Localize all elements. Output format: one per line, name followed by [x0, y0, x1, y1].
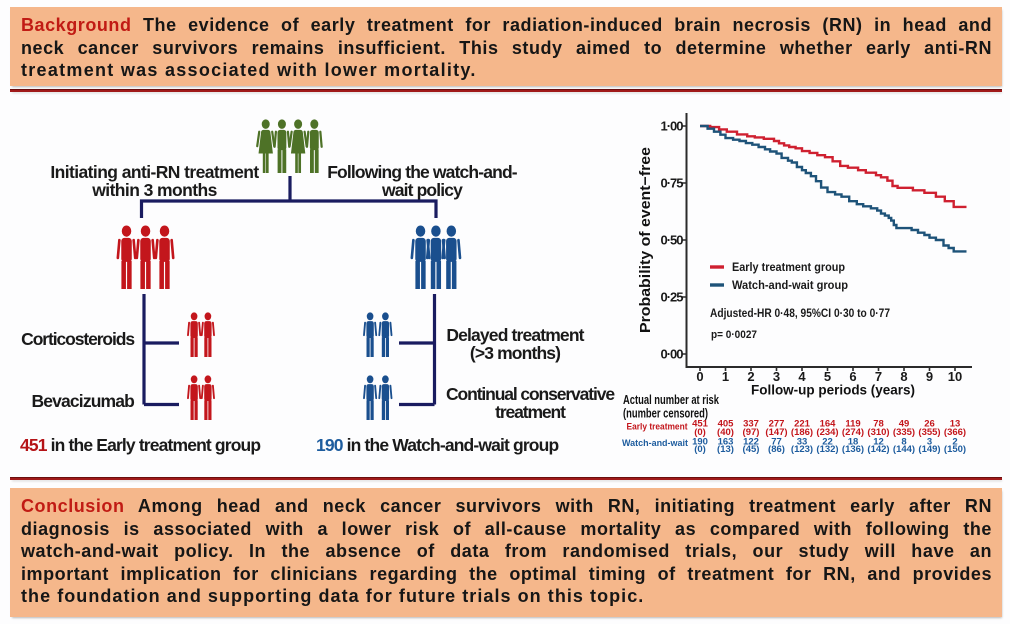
- svg-text:221: 221: [794, 419, 811, 430]
- svg-text:6: 6: [849, 369, 856, 384]
- svg-text:12: 12: [873, 437, 884, 448]
- svg-text:Adjusted-HR 0·48, 95%CI 0·30 t: Adjusted-HR 0·48, 95%CI 0·30 to 0·77: [710, 308, 890, 320]
- svg-text:(0): (0): [694, 427, 706, 438]
- svg-text:4: 4: [798, 369, 806, 384]
- svg-text:164: 164: [820, 419, 837, 430]
- svg-text:(234): (234): [816, 427, 838, 438]
- svg-text:(186): (186): [791, 427, 813, 438]
- svg-text:0: 0: [696, 369, 703, 384]
- svg-text:78: 78: [873, 419, 884, 430]
- svg-text:Actual number at risk: Actual number at risk: [623, 393, 719, 407]
- svg-text:405: 405: [718, 419, 735, 430]
- svg-text:(142): (142): [867, 444, 889, 455]
- svg-text:8: 8: [901, 437, 906, 448]
- svg-text:(149): (149): [918, 444, 940, 455]
- svg-text:Watch-and-wait group: Watch-and-wait group: [732, 280, 848, 292]
- svg-text:10: 10: [948, 369, 962, 384]
- svg-text:8: 8: [900, 369, 907, 384]
- svg-text:(number censored): (number censored): [623, 407, 708, 421]
- svg-text:122: 122: [743, 437, 759, 448]
- svg-text:(0): (0): [694, 444, 706, 455]
- svg-text:(274): (274): [842, 427, 864, 438]
- svg-text:119: 119: [845, 419, 860, 430]
- svg-text:18: 18: [848, 437, 859, 448]
- svg-text:(310): (310): [867, 427, 889, 438]
- svg-text:7: 7: [875, 369, 882, 384]
- svg-text:77: 77: [771, 437, 782, 448]
- svg-text:Probability of event−free: Probability of event−free: [638, 147, 654, 333]
- svg-text:337: 337: [743, 419, 759, 430]
- svg-text:1: 1: [722, 369, 729, 384]
- svg-text:p= 0·0027: p= 0·0027: [711, 329, 757, 341]
- svg-text:5: 5: [824, 369, 831, 384]
- svg-text:0·00: 0·00: [661, 347, 684, 362]
- svg-text:163: 163: [718, 437, 734, 448]
- svg-text:2: 2: [747, 369, 754, 384]
- svg-text:(40): (40): [717, 427, 734, 438]
- svg-text:(150): (150): [944, 444, 966, 455]
- svg-text:(45): (45): [743, 444, 760, 455]
- svg-text:Follow-up periods (years): Follow-up periods (years): [751, 382, 915, 398]
- svg-text:451: 451: [692, 419, 709, 430]
- svg-text:(335): (335): [893, 427, 915, 438]
- svg-text:(144): (144): [893, 444, 915, 455]
- svg-text:13: 13: [950, 419, 961, 430]
- svg-text:3: 3: [773, 369, 780, 384]
- svg-text:26: 26: [924, 419, 935, 430]
- svg-text:(136): (136): [842, 444, 864, 455]
- svg-text:277: 277: [769, 419, 785, 430]
- svg-text:0·75: 0·75: [661, 176, 684, 191]
- svg-text:Early treatment: Early treatment: [627, 422, 688, 432]
- svg-text:0·25: 0·25: [661, 290, 684, 305]
- svg-text:33: 33: [797, 437, 808, 448]
- svg-text:Watch-and-wait: Watch-and-wait: [622, 438, 688, 448]
- svg-text:(86): (86): [768, 444, 785, 455]
- svg-text:2: 2: [952, 437, 957, 448]
- svg-text:(13): (13): [717, 444, 734, 455]
- svg-text:3: 3: [927, 437, 932, 448]
- svg-text:190: 190: [692, 437, 708, 448]
- svg-text:0·50: 0·50: [661, 233, 684, 248]
- svg-text:1·00: 1·00: [661, 119, 684, 134]
- svg-text:9: 9: [926, 369, 933, 384]
- svg-text:22: 22: [822, 437, 833, 448]
- svg-text:49: 49: [899, 419, 910, 430]
- svg-text:(123): (123): [791, 444, 813, 455]
- svg-text:(97): (97): [743, 427, 760, 438]
- svg-text:(355): (355): [918, 427, 940, 438]
- svg-text:Early treatment group: Early treatment group: [732, 262, 845, 274]
- svg-text:(132): (132): [816, 444, 838, 455]
- svg-text:(366): (366): [944, 427, 966, 438]
- svg-text:(147): (147): [765, 427, 787, 438]
